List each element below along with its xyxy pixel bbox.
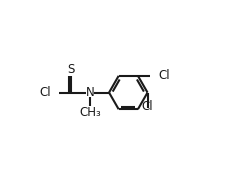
Text: Cl: Cl <box>40 86 51 99</box>
Text: Cl: Cl <box>142 100 153 113</box>
Text: CH₃: CH₃ <box>79 106 101 119</box>
Text: S: S <box>67 63 74 76</box>
Text: N: N <box>86 86 94 99</box>
Text: Cl: Cl <box>158 69 170 82</box>
